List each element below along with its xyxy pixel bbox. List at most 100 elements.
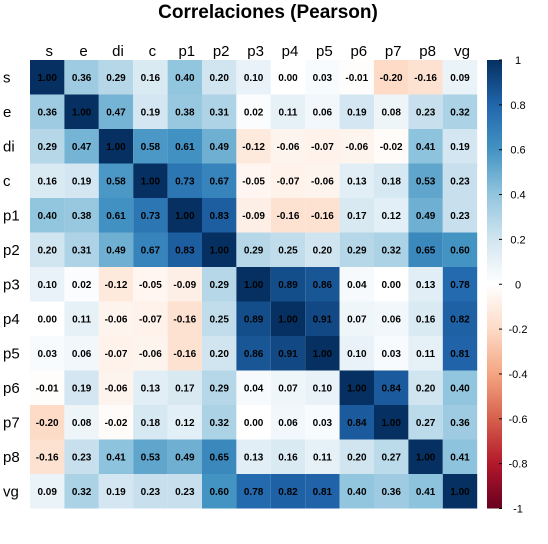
cell-value-label: 0.23 <box>450 211 470 222</box>
cell-value-label: 0.23 <box>72 452 92 463</box>
cell-value-label: 1.00 <box>381 418 401 429</box>
heatmap-cell <box>339 198 374 233</box>
cell-value-label: -0.16 <box>277 211 300 222</box>
heatmap-cell <box>339 60 374 95</box>
heatmap-cell <box>408 336 443 371</box>
legend-tick-label: 1 <box>515 55 521 67</box>
heatmap-cell <box>305 198 340 233</box>
heatmap-cell <box>236 163 271 198</box>
cell-value-label: 1.00 <box>175 211 195 222</box>
cell-value-label: 0.78 <box>244 487 264 498</box>
cell-value-label: 0.58 <box>106 176 126 187</box>
cell-value-label: 0.82 <box>278 487 298 498</box>
heatmap-cell <box>167 232 202 267</box>
cell-value-label: 0.10 <box>313 383 333 394</box>
heatmap-cell <box>270 129 306 164</box>
cell-value-label: 0.03 <box>381 349 401 360</box>
cell-value-label: 0.40 <box>347 487 367 498</box>
cell-value-label: 0.65 <box>416 245 436 256</box>
cell-value-label: 0.40 <box>450 383 470 394</box>
cell-value-label: 0.27 <box>381 452 401 463</box>
cell-value-label: -0.07 <box>311 142 334 153</box>
cell-value-label: 1.00 <box>416 452 436 463</box>
cell-value-label: 0.00 <box>244 418 264 429</box>
cell-value-label: 0.41 <box>450 452 470 463</box>
cell-value-label: 1.00 <box>141 176 161 187</box>
column-label: p8 <box>419 43 436 60</box>
heatmap-cell <box>305 370 340 405</box>
cell-value-label: 0.40 <box>37 211 57 222</box>
cell-value-label: 0.29 <box>37 142 57 153</box>
cell-value-label: 0.07 <box>278 383 298 394</box>
cell-value-label: 0.84 <box>347 418 367 429</box>
cell-value-label: 1.00 <box>347 383 367 394</box>
cell-value-label: -0.16 <box>36 452 59 463</box>
heatmap-cell <box>98 232 134 267</box>
heatmap-cell <box>133 232 168 267</box>
heatmap-cell <box>236 267 271 302</box>
row-label: p6 <box>3 380 20 397</box>
cell-value-label: 0.41 <box>416 487 436 498</box>
row-label: e <box>3 104 11 121</box>
cell-value-label: 0.06 <box>72 349 92 360</box>
heatmap-cell <box>167 60 202 95</box>
heatmap-cell <box>167 198 202 233</box>
heatmap-cell <box>64 439 99 474</box>
heatmap-cell <box>30 370 65 405</box>
heatmap-cell <box>167 370 202 405</box>
heatmap-cell <box>30 301 65 336</box>
cell-value-label: 0.67 <box>209 176 229 187</box>
heatmap-cell <box>167 439 202 474</box>
cell-value-label: 0.61 <box>106 211 126 222</box>
heatmap-cell <box>442 163 478 198</box>
heatmap-cell <box>236 301 271 336</box>
heatmap-cell <box>30 129 65 164</box>
heatmap-cell <box>202 94 237 129</box>
heatmap-cell <box>64 474 99 509</box>
cell-value-label: 0.32 <box>72 487 92 498</box>
legend-tick-label: 0 <box>515 279 521 291</box>
heatmap-cell <box>202 370 237 405</box>
legend-tick-label: -0.2 <box>509 324 528 336</box>
heatmap-cell <box>167 301 202 336</box>
cell-value-label: 1.00 <box>313 349 333 360</box>
heatmap-cell <box>64 336 99 371</box>
cell-value-label: 0.13 <box>244 452 264 463</box>
heatmap-cell <box>167 405 202 440</box>
heatmap-cell <box>442 439 478 474</box>
cell-value-label: 0.82 <box>450 314 470 325</box>
heatmap-cells: 1.00 0.36 0.29 0.16 0.40 0.20 0.10 0.00 0.03 -0.0… <box>30 60 478 509</box>
cell-value-label: 0.81 <box>450 349 470 360</box>
heatmap-cell <box>270 405 306 440</box>
heatmap-cell <box>408 267 443 302</box>
cell-value-label: 0.10 <box>244 73 264 84</box>
heatmap-cell <box>374 163 409 198</box>
row-label: vg <box>3 483 19 500</box>
row-labels: s e di c p1 p2 p3 p4 p5 p6 p7 p8 vg <box>3 69 20 500</box>
heatmap-cell <box>133 336 168 371</box>
heatmap-cell <box>305 439 340 474</box>
heatmap-cell <box>133 301 168 336</box>
heatmap-cell <box>339 301 374 336</box>
cell-value-label: 0.32 <box>450 107 470 118</box>
cell-value-label: -0.09 <box>173 280 196 291</box>
column-label: di <box>112 43 124 60</box>
cell-value-label: 0.86 <box>244 349 264 360</box>
heatmap-cell <box>270 301 306 336</box>
cell-value-label: 0.02 <box>72 280 92 291</box>
heatmap-cell <box>270 232 306 267</box>
heatmap-cell <box>339 267 374 302</box>
heatmap-cell <box>202 474 237 509</box>
cell-value-label: -0.07 <box>105 349 128 360</box>
heatmap-cell <box>202 439 237 474</box>
heatmap-cell <box>305 474 340 509</box>
heatmap-cell <box>133 405 168 440</box>
heatmap-cell <box>442 370 478 405</box>
legend-tick-label: 0.4 <box>510 190 525 202</box>
cell-value-label: 0.02 <box>244 107 264 118</box>
cell-value-label: 0.83 <box>175 245 195 256</box>
cell-value-label: 0.19 <box>141 107 161 118</box>
heatmap-cell <box>270 474 306 509</box>
heatmap-cell <box>408 405 443 440</box>
heatmap-cell <box>339 232 374 267</box>
